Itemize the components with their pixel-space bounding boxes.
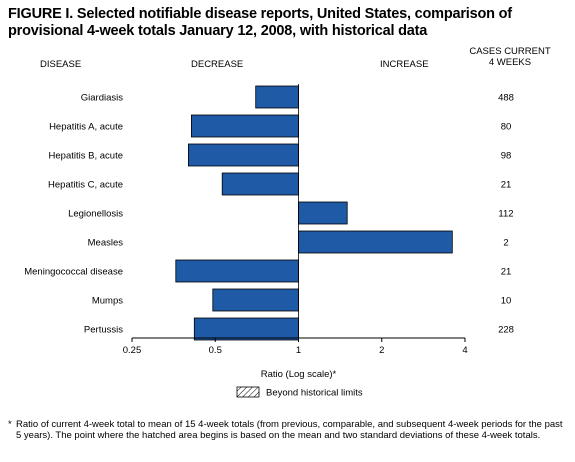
cases-value: 228: [498, 325, 514, 336]
category-label: Mumps: [92, 296, 123, 307]
footnote-text: Ratio of current 4-week total to mean of…: [16, 419, 563, 441]
bar: [175, 259, 299, 283]
bar: [255, 85, 299, 109]
bar: [190, 114, 299, 138]
cases-value: 10: [501, 296, 512, 307]
category-label: Meningococcal disease: [24, 267, 123, 278]
category-label: Giardiasis: [81, 93, 123, 104]
bar: [221, 172, 299, 196]
category-label: Measles: [88, 238, 124, 249]
cases-value: 2: [503, 238, 508, 249]
x-tick-label: 1: [296, 345, 301, 356]
x-tick-label: 0.5: [209, 345, 222, 356]
bar: [187, 143, 299, 167]
category-label: Hepatitis B, acute: [49, 151, 123, 162]
legend-label: Beyond historical limits: [266, 388, 363, 399]
category-label: Legionellosis: [68, 209, 123, 220]
x-tick-label: 0.25: [123, 345, 142, 356]
disease-column-header: DISEASE: [40, 59, 82, 70]
footnote-marker: *: [8, 419, 12, 430]
cases-column-header: CASES CURRENT 4 WEEKS: [469, 46, 551, 68]
x-axis-label: Ratio (Log scale)*: [261, 369, 337, 380]
increase-column-header: INCREASE: [380, 59, 429, 70]
bar: [298, 230, 453, 254]
cases-value: 112: [498, 209, 513, 220]
figure-title: FIGURE I. Selected notifiable disease re…: [8, 6, 512, 39]
cases-value: 98: [501, 151, 512, 162]
category-label: Hepatitis A, acute: [49, 122, 123, 133]
footnote: * Ratio of current 4-week total to mean …: [8, 419, 564, 441]
bar: [193, 317, 299, 341]
cases-value: 21: [501, 180, 512, 191]
x-tick-label: 2: [379, 345, 384, 356]
category-label: Hepatitis C, acute: [48, 180, 123, 191]
bar: [298, 201, 348, 225]
x-tick-label: 4: [462, 345, 467, 356]
category-label: Pertussis: [84, 325, 123, 336]
bar: [212, 288, 299, 312]
legend-hatch-swatch: [236, 386, 260, 398]
cases-value: 21: [501, 267, 512, 278]
cases-value: 80: [501, 122, 512, 133]
cases-value: 488: [498, 93, 514, 104]
decrease-column-header: DECREASE: [191, 59, 244, 70]
